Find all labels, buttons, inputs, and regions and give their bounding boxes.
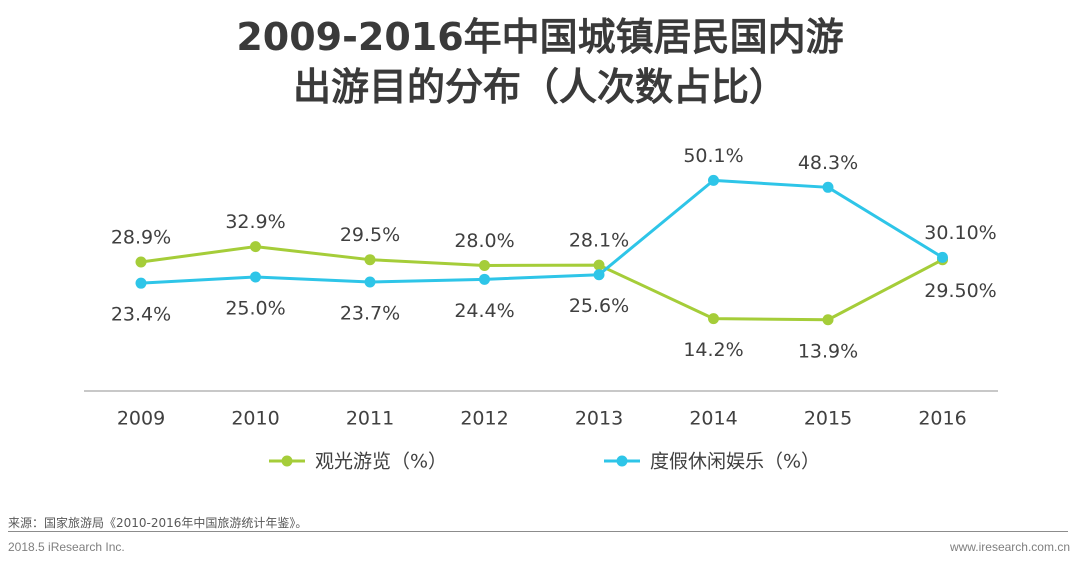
- data-point-series-2: [937, 251, 948, 263]
- data-label-series-1: 29.50%: [924, 280, 996, 302]
- data-label-series-1: 14.2%: [683, 339, 743, 361]
- data-point-series-2: [593, 269, 605, 281]
- data-label-series-2: 23.7%: [340, 303, 400, 325]
- chart-title-line-2: 出游目的分布（人次数占比）: [292, 65, 787, 109]
- x-tick-label: 2010: [231, 408, 279, 430]
- data-point-series-2: [708, 174, 719, 186]
- x-tick-label: 2014: [689, 408, 737, 430]
- data-point-series-2: [364, 276, 376, 288]
- series-line-1: [140, 245, 944, 322]
- data-label-series-1: 28.1%: [569, 230, 629, 252]
- x-tick-label: 2015: [804, 408, 852, 430]
- data-point-series-2: [250, 271, 261, 283]
- data-point-series-1: [593, 259, 605, 271]
- data-label-series-2: 25.0%: [225, 298, 285, 320]
- data-label-series-1: 29.5%: [340, 224, 400, 246]
- data-label-series-1: 13.9%: [798, 340, 858, 362]
- data-point-series-2: [135, 277, 147, 289]
- data-label-series-2: 48.3%: [798, 152, 858, 174]
- legend-label-series-1: 观光游览（%）: [315, 451, 447, 473]
- x-tick-label: 2013: [575, 408, 623, 430]
- data-label-series-1: 28.9%: [111, 227, 171, 249]
- data-point-series-2: [822, 181, 834, 193]
- chart-title: 2009-2016年中国城镇居民国内游 出游目的分布（人次数占比）: [0, 12, 1080, 112]
- x-tick-label: 2016: [918, 408, 966, 430]
- data-label-series-1: 32.9%: [225, 211, 285, 233]
- x-tick-label: 2009: [117, 408, 165, 430]
- data-label-series-1: 28.0%: [454, 230, 514, 252]
- data-point-series-1: [822, 314, 834, 326]
- website-link[interactable]: www.iresearch.com.cn: [949, 540, 1070, 554]
- data-point-series-1: [135, 256, 147, 268]
- data-point-series-1: [479, 259, 490, 271]
- data-point-series-2: [479, 273, 490, 285]
- copyright-text: 2018.5 iResearch Inc.: [8, 540, 125, 554]
- x-tick-label: 2011: [346, 408, 394, 430]
- data-label-series-2: 23.4%: [111, 304, 171, 326]
- data-label-series-2: 25.6%: [569, 295, 629, 317]
- source-note: 来源：国家旅游局《2010-2016年中国旅游统计年鉴》。: [8, 516, 308, 530]
- data-label-series-2: 50.1%: [683, 145, 743, 167]
- footer-divider: [8, 531, 1068, 532]
- legend-label-series-2: 度假休闲娱乐（%）: [650, 451, 820, 473]
- legend-swatch-marker: [616, 455, 628, 467]
- chart-title-line-1: 2009-2016年中国城镇居民国内游: [236, 15, 844, 59]
- data-label-series-2: 24.4%: [454, 300, 514, 322]
- x-tick-label: 2012: [460, 408, 508, 430]
- data-label-series-2: 30.10%: [924, 222, 996, 244]
- data-point-series-1: [364, 254, 376, 266]
- series-line-2: [140, 178, 944, 285]
- data-point-series-1: [250, 241, 261, 253]
- data-point-series-1: [708, 313, 719, 325]
- legend-swatch-marker: [281, 455, 293, 467]
